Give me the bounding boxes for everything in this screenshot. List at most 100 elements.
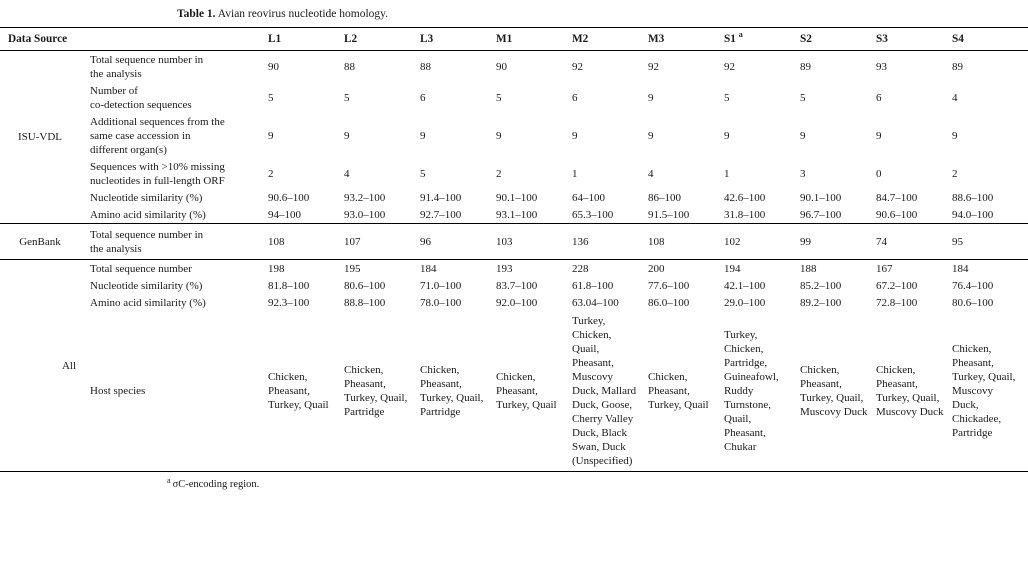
data-cell-L1: 5	[268, 91, 274, 104]
data-cell-L2: 93.0–100	[344, 208, 386, 221]
data-cell-L3: 71.0–100	[420, 279, 462, 292]
data-source-label: All	[0, 259, 90, 472]
column-header-label: M1	[496, 33, 513, 45]
data-cell-M2: 61.8–100	[572, 279, 614, 292]
data-cell-L3: 6	[420, 91, 426, 104]
data-cell-M1: 92.0–100	[496, 296, 538, 309]
header-data-source: Data Source	[0, 27, 268, 51]
data-cell-L2: 4	[344, 167, 350, 180]
footnote-text: σC-encoding region.	[172, 479, 260, 490]
column-header-S1: S1 a	[724, 27, 800, 51]
data-cell-L3: 96	[420, 223, 496, 260]
data-cell-M2: 6	[572, 91, 578, 104]
data-cell-M1: 193	[496, 259, 572, 277]
data-cell-M1: 5	[496, 91, 502, 104]
data-cell-L1: 94–100	[268, 208, 301, 221]
data-cell-S1: 31.8–100	[724, 208, 766, 221]
row-label: Host species	[90, 385, 146, 397]
data-cell-L2: 5	[344, 91, 350, 104]
data-cell-S3: 0	[876, 167, 882, 180]
data-cell-L1: 81.8–100	[268, 279, 310, 292]
data-cell-L2: 195	[344, 259, 420, 277]
data-cell-S1: 9	[724, 129, 730, 142]
column-header-L2: L2	[344, 27, 420, 51]
data-cell-S4: 76.4–100	[952, 279, 994, 292]
data-cell-S2: 96.7–100	[800, 208, 842, 221]
column-header-label: S1	[724, 33, 736, 45]
data-cell-L1: Chicken, Pheasant, Turkey, Quail	[268, 371, 329, 411]
data-cell-S1: 92	[724, 60, 735, 73]
data-cell-M3: 9	[648, 129, 654, 142]
data-cell-S2: 188	[800, 259, 876, 277]
table-footnote: a σC-encoding region.	[167, 475, 1028, 491]
data-cell-S4: 2	[952, 167, 958, 180]
data-cell-L2: 80.6–100	[344, 279, 386, 292]
data-cell-L3: 91.4–100	[420, 191, 462, 204]
data-cell-S1: 102	[724, 223, 800, 260]
column-header-L1: L1	[268, 27, 344, 51]
data-cell-M2: 92	[572, 60, 583, 73]
data-cell-L1: 108	[268, 223, 344, 260]
row-label: Total sequence number in the analysis	[90, 53, 204, 80]
data-cell-L3: Chicken, Pheasant, Turkey, Quail, Partri…	[420, 364, 484, 418]
table-caption-text: Avian reovirus nucleotide homology.	[215, 8, 389, 20]
data-cell-M3: 200	[648, 259, 724, 277]
row-label: Additional sequences from the same case …	[90, 115, 225, 156]
data-cell-S3: 93	[876, 60, 887, 73]
data-cell-S2: 5	[800, 91, 806, 104]
data-cell-S4: 95	[952, 223, 1028, 260]
data-cell-M2: 64–100	[572, 191, 605, 204]
column-header-S2: S2	[800, 27, 876, 51]
data-cell-M1: 90	[496, 60, 507, 73]
data-cell-L2: Chicken, Pheasant, Turkey, Quail, Partri…	[344, 364, 408, 418]
row-label: Nucleotide similarity (%)	[90, 279, 203, 292]
table-caption: Table 1. Avian reovirus nucleotide homol…	[177, 7, 1028, 21]
data-cell-S3: 72.8–100	[876, 296, 918, 309]
data-cell-S1: 42.6–100	[724, 191, 766, 204]
data-cell-L2: 107	[344, 223, 420, 260]
data-cell-S4: 80.6–100	[952, 296, 994, 309]
row-label: Sequences with >10% missing nucleotides …	[90, 160, 225, 187]
table-row: All Total sequence number 198 195 184 193 228 2…	[0, 259, 1028, 472]
table-row: GenBank Total sequence number in the anal…	[0, 223, 1028, 260]
data-cell-M1: 90.1–100	[496, 191, 538, 204]
column-header-superscript: a	[738, 30, 743, 40]
homology-table: Data Source L1 L2 L3 M1 M2 M3 S1 a S2 S3 S4 ISU-V…	[0, 27, 1028, 472]
data-cell-L3: 88	[420, 60, 431, 73]
data-cell-L1: 92.3–100	[268, 296, 310, 309]
data-cell-M2: 9	[572, 129, 578, 142]
data-cell-S2: 3	[800, 167, 806, 180]
column-header-S4: S4	[952, 27, 1028, 51]
data-cell-M3: 92	[648, 60, 659, 73]
footnote-superscript: a	[167, 475, 171, 485]
data-cell-M1: Chicken, Pheasant, Turkey, Quail	[496, 371, 557, 411]
data-cell-M2: 1	[572, 167, 578, 180]
data-cell-L3: 9	[420, 129, 426, 142]
data-cell-S3: 90.6–100	[876, 208, 918, 221]
data-cell-S1: Turkey, Chicken, Partridge, Guineafowl, …	[724, 329, 779, 453]
data-cell-M2: Turkey, Chicken, Quail, Pheasant, Muscov…	[572, 315, 637, 467]
data-cell-M2: 136	[572, 223, 648, 260]
data-cell-S2: 85.2–100	[800, 279, 842, 292]
data-cell-M3: 4	[648, 167, 654, 180]
data-cell-S4: 89	[952, 60, 963, 73]
table-row: Sequences with >10% missing nucleotides …	[0, 158, 1028, 189]
data-cell-S4: 184	[952, 259, 1028, 277]
column-header-label: L3	[420, 33, 434, 45]
data-cell-S2: 90.1–100	[800, 191, 842, 204]
row-label: Amino acid similarity (%)	[90, 296, 206, 309]
data-cell-L3: 92.7–100	[420, 208, 462, 221]
table-row: Amino acid similarity (%) 94–100 93.0–100 9…	[0, 206, 1028, 224]
data-cell-S3: Chicken, Pheasant, Turkey, Quail, Muscov…	[876, 364, 944, 418]
data-cell-S3: 67.2–100	[876, 279, 918, 292]
data-cell-S4: 94.0–100	[952, 208, 994, 221]
table-row: Amino acid similarity (%) 92.3–100 88.8–10…	[0, 294, 1028, 311]
row-label: Total sequence number in the analysis	[90, 223, 268, 260]
data-cell-M1: 93.1–100	[496, 208, 538, 221]
data-cell-L1: 2	[268, 167, 274, 180]
header-row: Data Source L1 L2 L3 M1 M2 M3 S1 a S2 S3 S4	[0, 27, 1028, 51]
data-cell-L1: 90	[268, 60, 279, 73]
data-cell-L1: 9	[268, 129, 274, 142]
column-header-label: M3	[648, 33, 665, 45]
data-cell-L3: 184	[420, 259, 496, 277]
